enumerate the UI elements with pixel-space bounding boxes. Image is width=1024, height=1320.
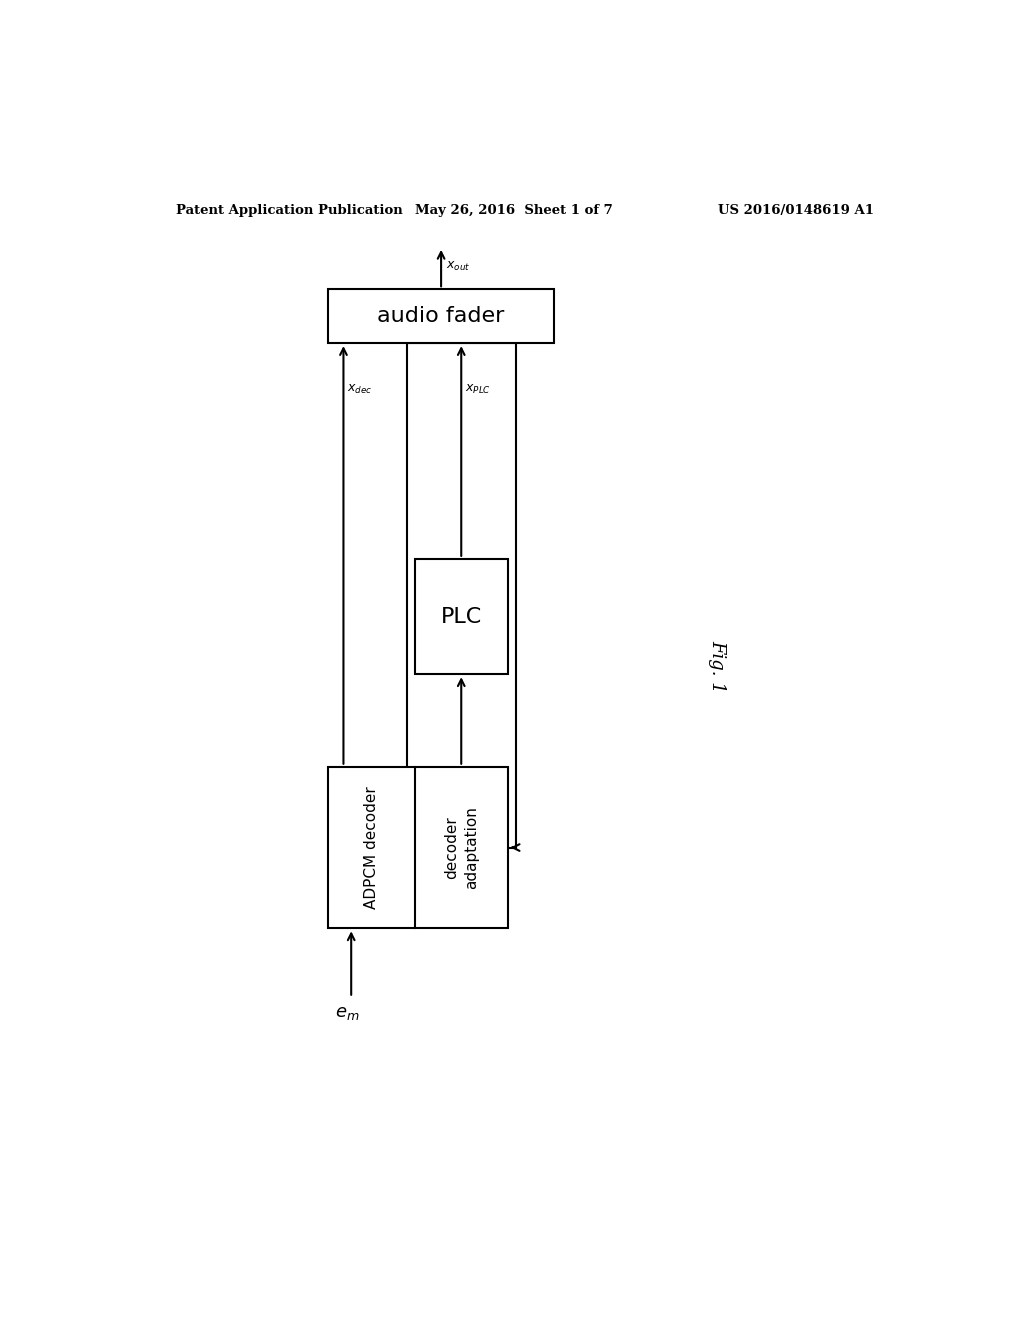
Text: May 26, 2016  Sheet 1 of 7: May 26, 2016 Sheet 1 of 7	[415, 205, 612, 218]
Bar	[328, 767, 508, 928]
Bar	[415, 558, 508, 675]
Text: PLC: PLC	[440, 607, 482, 627]
Text: $x_{out}$: $x_{out}$	[445, 260, 470, 273]
Text: Fig. 1: Fig. 1	[708, 640, 726, 693]
Text: US 2016/0148619 A1: US 2016/0148619 A1	[718, 205, 873, 218]
Text: audio fader: audio fader	[378, 306, 505, 326]
Bar	[328, 289, 554, 343]
Text: $x_{dec}$: $x_{dec}$	[347, 383, 373, 396]
Bar	[407, 343, 515, 847]
Text: ADPCM decoder: ADPCM decoder	[364, 787, 379, 909]
Text: $x_{PLC}$: $x_{PLC}$	[465, 383, 492, 396]
Text: Patent Application Publication: Patent Application Publication	[176, 205, 402, 218]
Text: $e_m$: $e_m$	[335, 1005, 359, 1022]
Text: decoder
adaptation: decoder adaptation	[443, 807, 478, 888]
